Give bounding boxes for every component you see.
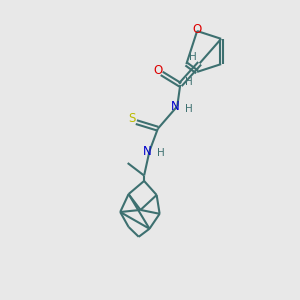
Text: N: N: [170, 100, 179, 113]
Text: N: N: [143, 145, 152, 158]
Text: H: H: [185, 104, 193, 114]
Text: O: O: [193, 23, 202, 36]
Text: H: H: [189, 52, 197, 62]
Text: H: H: [185, 77, 193, 87]
Text: S: S: [128, 112, 136, 125]
Text: H: H: [157, 148, 165, 158]
Text: O: O: [154, 64, 163, 77]
